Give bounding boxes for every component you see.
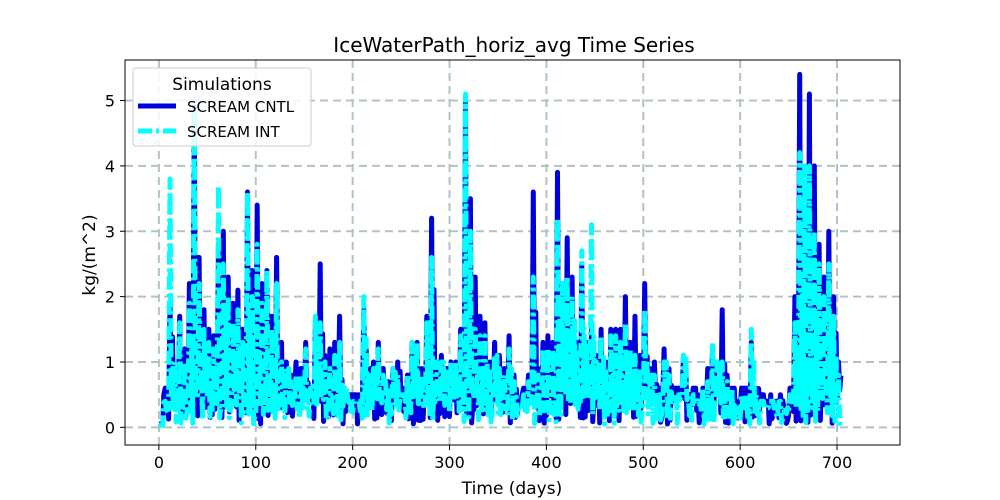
y-tick-label-0: 0 — [105, 418, 115, 437]
y-tick-label-2: 2 — [105, 288, 115, 307]
series-layer — [157, 71, 844, 428]
x-tick-label-600: 600 — [725, 453, 756, 472]
legend-label-scream-int: SCREAM INT — [187, 123, 281, 141]
chart-title: IceWaterPath_horiz_avg Time Series — [333, 33, 694, 57]
y-tick-label-3: 3 — [105, 222, 115, 241]
x-tick-label-0: 0 — [154, 453, 164, 472]
y-tick-label-4: 4 — [105, 157, 115, 176]
legend-box — [132, 67, 312, 147]
x-tick-label-700: 700 — [822, 453, 853, 472]
x-tick-label-500: 500 — [628, 453, 659, 472]
x-axis: 0 100 200 300 400 500 600 700 — [154, 445, 852, 472]
y-axis-label: kg/(m^2) — [80, 214, 100, 295]
legend-title: Simulations — [172, 75, 272, 95]
legend-label-scream-cntl: SCREAM CNTL — [187, 98, 295, 116]
y-tick-label-1: 1 — [105, 353, 115, 372]
x-tick-label-200: 200 — [337, 453, 368, 472]
x-tick-label-100: 100 — [241, 453, 272, 472]
y-tick-label-5: 5 — [105, 92, 115, 111]
y-axis: 0 1 2 3 4 5 — [105, 92, 125, 437]
x-tick-label-300: 300 — [434, 453, 465, 472]
legend: Simulations SCREAM CNTL SCREAM INT — [132, 67, 312, 147]
x-axis-label: Time (days) — [461, 479, 562, 499]
plot-frame — [124, 59, 901, 446]
x-tick-label-400: 400 — [531, 453, 562, 472]
series-line-scream-int — [157, 91, 844, 428]
